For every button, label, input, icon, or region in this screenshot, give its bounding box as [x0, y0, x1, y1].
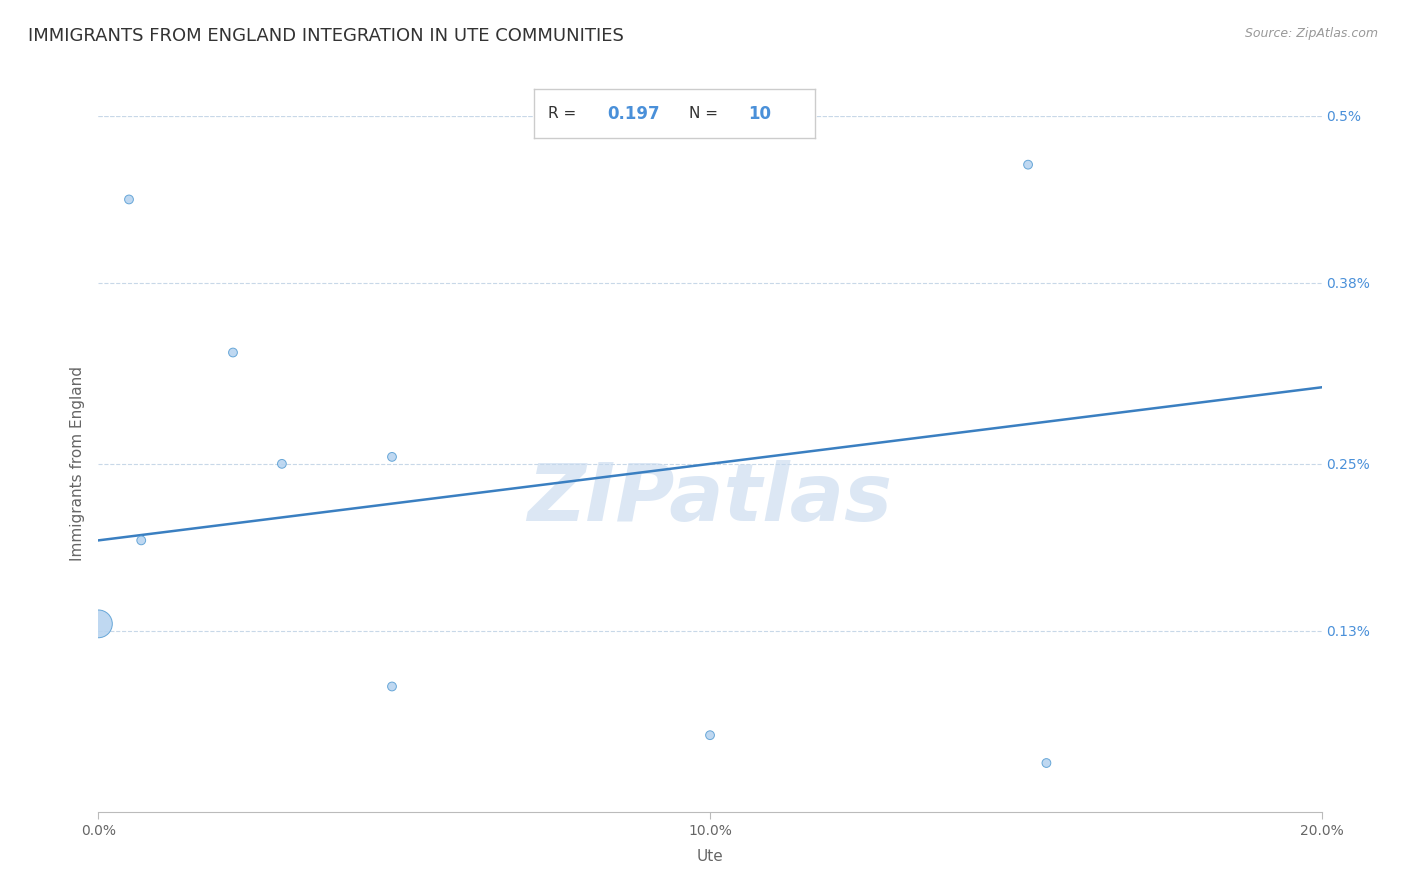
Point — [87, 616, 110, 631]
Text: Source: ZipAtlas.com: Source: ZipAtlas.com — [1244, 27, 1378, 40]
Text: 0.197: 0.197 — [607, 104, 659, 123]
Text: ZIPatlas: ZIPatlas — [527, 459, 893, 538]
Point — [118, 193, 141, 207]
Point — [129, 533, 152, 548]
Point — [270, 457, 292, 471]
Text: N =: N = — [689, 106, 723, 121]
Point — [1035, 756, 1057, 770]
Y-axis label: Immigrants from England: Immigrants from England — [69, 367, 84, 561]
Point — [381, 450, 404, 464]
Text: R =: R = — [548, 106, 582, 121]
Point — [381, 680, 404, 694]
X-axis label: Ute: Ute — [696, 848, 724, 863]
Point — [699, 728, 721, 742]
Text: IMMIGRANTS FROM ENGLAND INTEGRATION IN UTE COMMUNITIES: IMMIGRANTS FROM ENGLAND INTEGRATION IN U… — [28, 27, 624, 45]
Text: 10: 10 — [748, 104, 770, 123]
Point — [222, 345, 245, 359]
Point — [1017, 158, 1039, 172]
